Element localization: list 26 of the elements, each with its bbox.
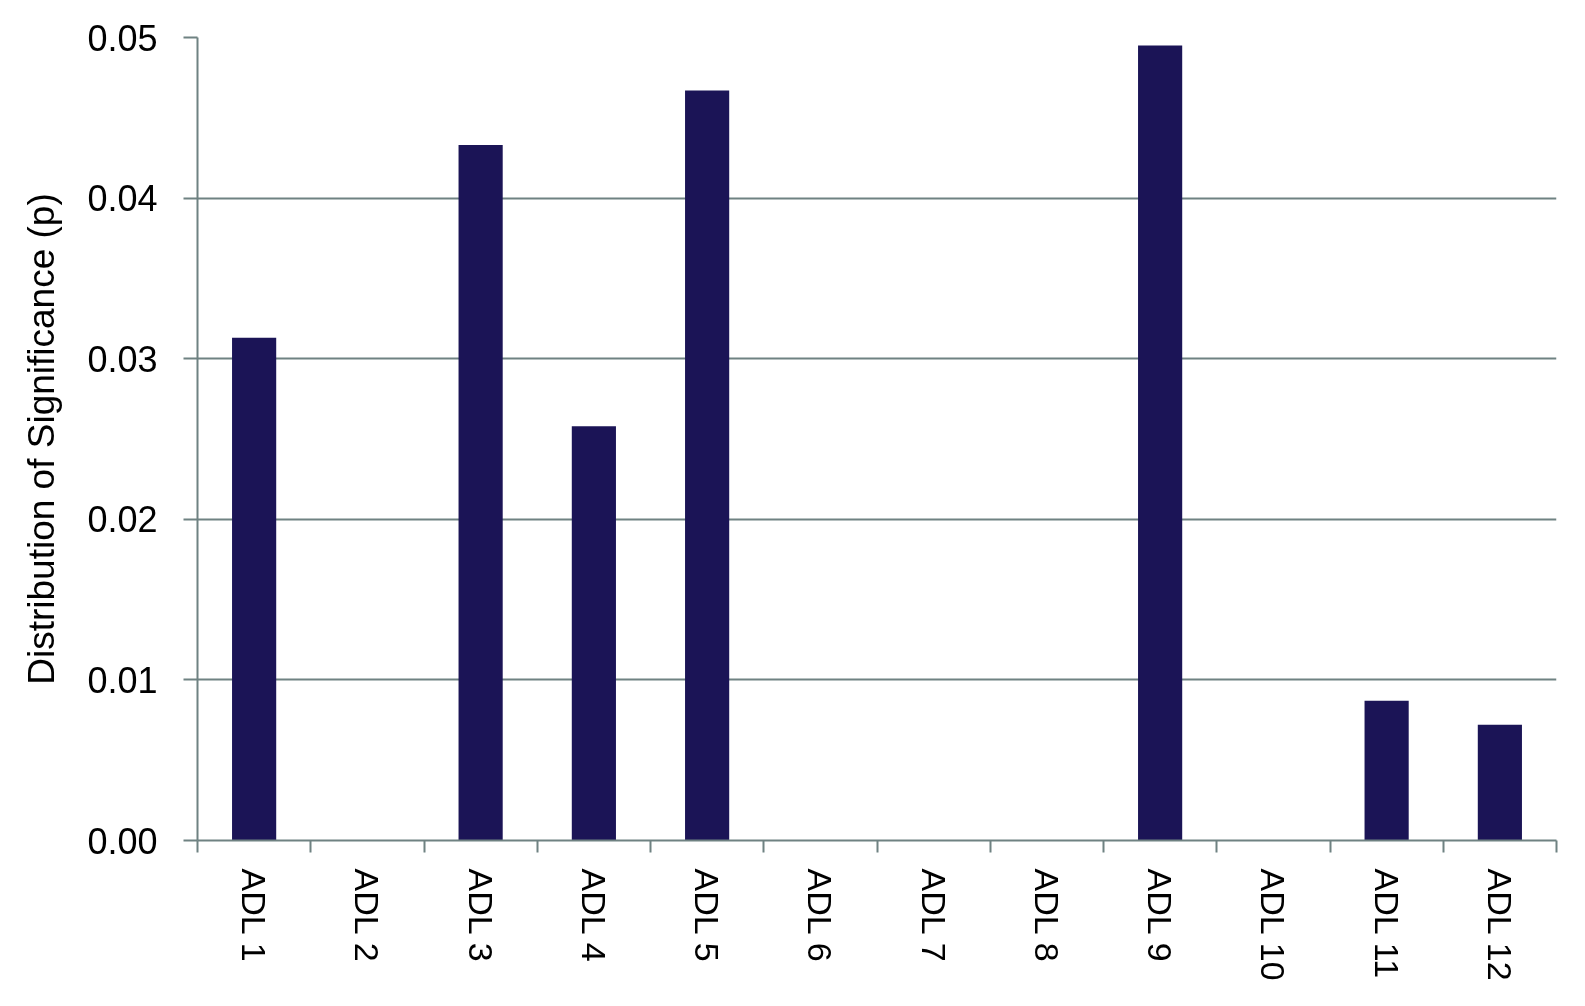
bar — [685, 90, 730, 841]
x-tick-label: ADL 10 — [1254, 868, 1293, 981]
x-tick-label: ADL 8 — [1027, 868, 1066, 962]
y-tick-label: 0.00 — [87, 820, 158, 862]
y-tick-label: 0.02 — [87, 499, 158, 541]
bar — [232, 337, 277, 841]
bar — [1138, 45, 1183, 841]
x-tick-label: ADL 6 — [801, 868, 840, 962]
x-tick-label: ADL 7 — [914, 868, 953, 962]
bar — [458, 145, 503, 841]
bar — [571, 426, 616, 841]
y-tick-label: 0.01 — [87, 659, 158, 701]
x-tick-label: ADL 11 — [1367, 868, 1406, 979]
bar — [1477, 724, 1522, 841]
y-tick-label: 0.05 — [87, 17, 158, 59]
bar — [1364, 700, 1409, 841]
y-tick-label: 0.04 — [87, 178, 158, 220]
x-tick-label: ADL 12 — [1480, 868, 1519, 981]
x-tick-label: ADL 5 — [688, 868, 727, 962]
x-tick-label: ADL 3 — [461, 868, 500, 962]
x-tick-label: ADL 4 — [574, 868, 613, 962]
x-tick-label: ADL 2 — [348, 868, 387, 962]
x-tick-label: ADL 9 — [1141, 868, 1180, 962]
x-tick-label: ADL 1 — [235, 868, 274, 962]
y-tick-label: 0.03 — [87, 338, 158, 380]
y-axis-title: Distribution of Significance (p) — [21, 193, 63, 685]
